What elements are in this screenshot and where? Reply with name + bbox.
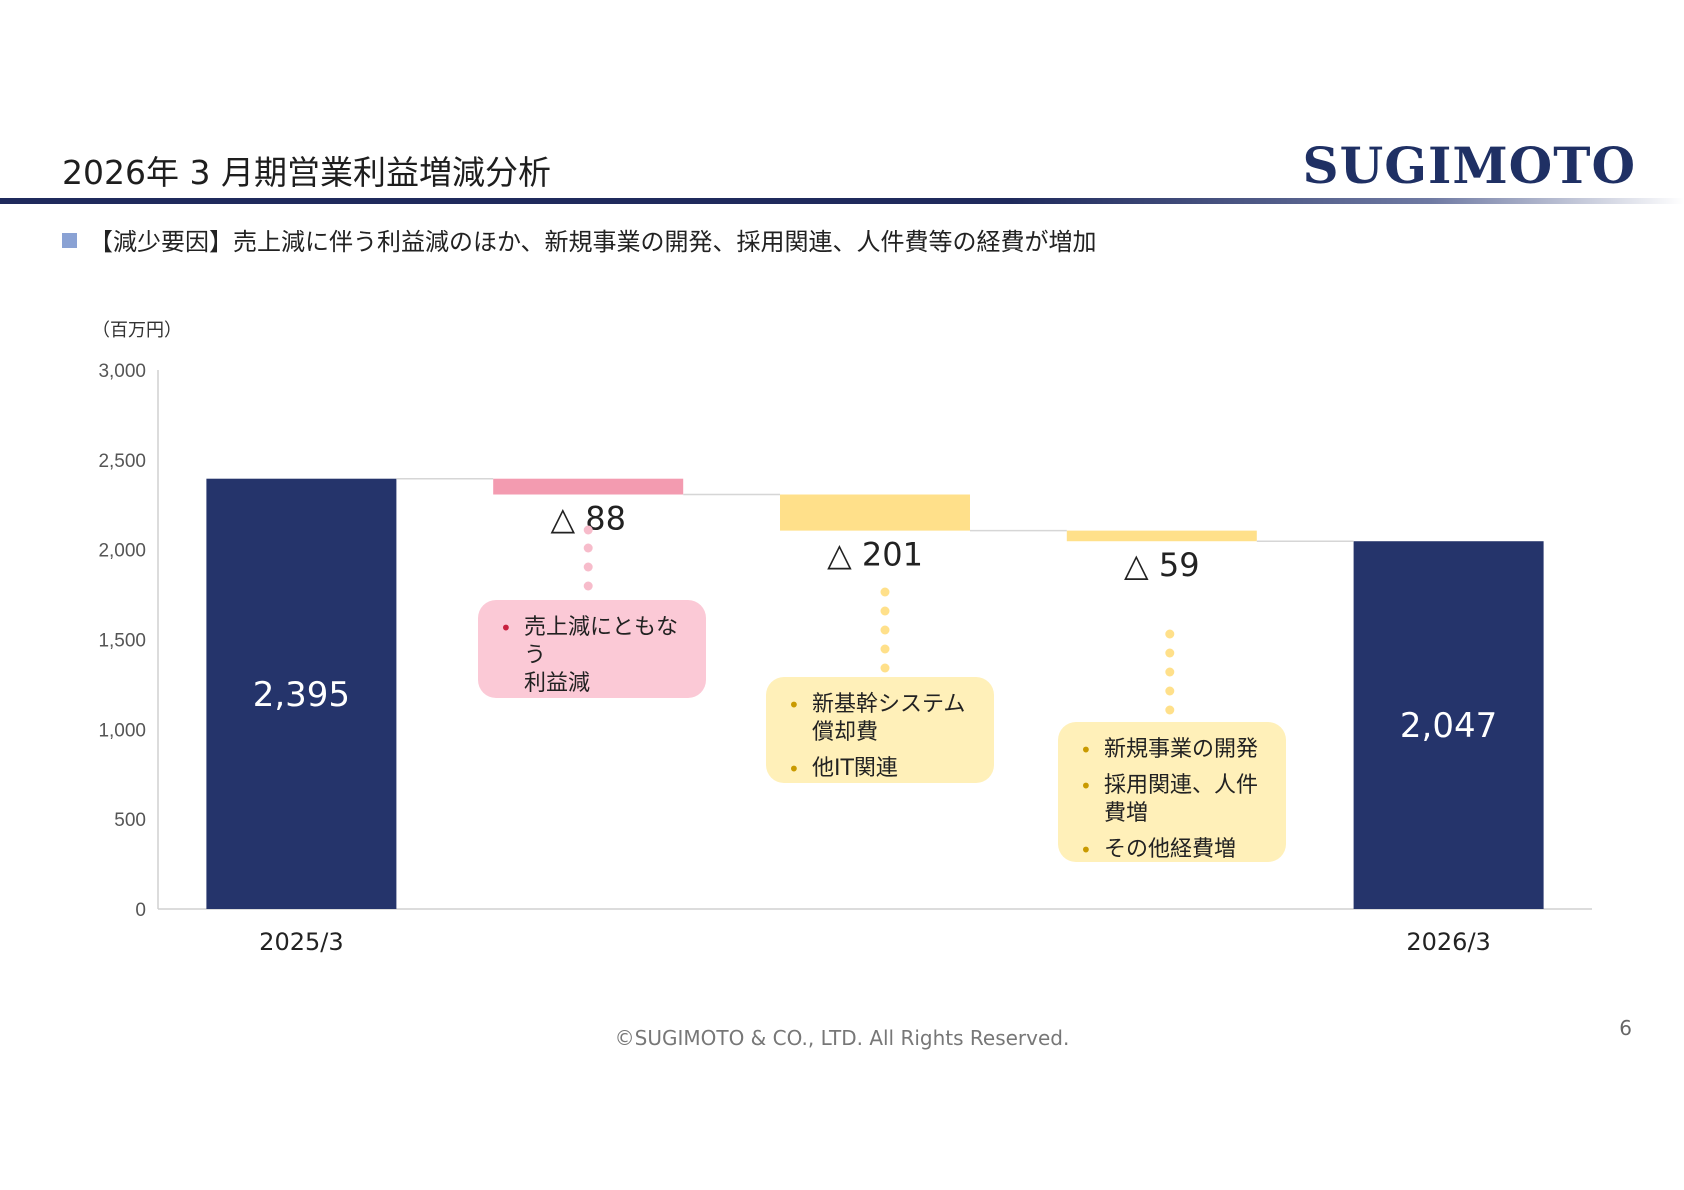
- waterfall-bar: [1066, 530, 1257, 542]
- callout-sales-decrease: 売上減にともなう 利益減: [478, 600, 706, 698]
- y-tick-label: 2,000: [98, 541, 146, 562]
- leader-dot: [880, 663, 890, 673]
- leader-dot: [1165, 667, 1175, 677]
- company-logo: SUGIMOTO: [1302, 136, 1636, 195]
- leader-dot: [583, 581, 593, 591]
- leader-dot: [583, 543, 593, 553]
- y-tick-label: 1,500: [98, 631, 146, 652]
- y-tick-label: 2,500: [98, 451, 146, 472]
- waterfall-bar: [493, 478, 684, 495]
- callout-item: 売上減にともなう 利益減: [498, 614, 688, 698]
- callout-item: 新基幹システム 償却費: [786, 691, 976, 747]
- y-tick-label: 3,000: [98, 361, 146, 382]
- total-data-label: 2,395: [253, 675, 350, 715]
- leader-dot: [880, 625, 890, 635]
- leader-dot: [1165, 686, 1175, 696]
- square-bullet-icon: [62, 233, 77, 248]
- unit-label: （百万円）: [92, 320, 182, 341]
- callout-item: 他IT関連: [786, 755, 976, 783]
- leader-dot: [880, 644, 890, 654]
- header-rule: [0, 198, 1684, 204]
- leader-dot: [583, 562, 593, 572]
- x-tick-label: 2026/3: [1406, 928, 1490, 956]
- waterfall-bar: [1353, 541, 1544, 909]
- page-title: 2026年 3 月期営業利益増減分析: [62, 153, 551, 192]
- leader-dot: [880, 587, 890, 597]
- y-tick-label: 500: [114, 810, 146, 831]
- x-tick-label: 2025/3: [259, 928, 343, 956]
- leader-dot: [583, 525, 593, 535]
- callout-item: 新規事業の開発: [1078, 736, 1268, 764]
- total-data-label: 2,047: [1400, 706, 1497, 746]
- summary-bullet: 【減少要因】売上減に伴う利益減のほか、新規事業の開発、採用関連、人件費等の経費が…: [62, 222, 1097, 257]
- callout-it-costs: 新基幹システム 償却費 他IT関連: [766, 677, 994, 783]
- leader-dot: [1165, 705, 1175, 715]
- waterfall-bar: [780, 494, 970, 531]
- summary-text: 【減少要因】売上減に伴う利益減のほか、新規事業の開発、採用関連、人件費等の経費が…: [89, 228, 1097, 256]
- y-tick-label: 0: [135, 900, 146, 921]
- callout-other-costs: 新規事業の開発 採用関連、人件 費増 その他経費増: [1058, 722, 1286, 864]
- leader-dot: [1165, 648, 1175, 658]
- page-number: 6: [1619, 1016, 1632, 1040]
- y-tick-label: 1,000: [98, 720, 146, 741]
- callout-item: その他経費増: [1078, 836, 1268, 864]
- decrease-data-label: △ 201: [827, 536, 923, 574]
- leader-dot: [1165, 629, 1175, 639]
- decrease-data-label: △ 59: [1124, 546, 1200, 584]
- waterfall-bar: [206, 478, 397, 909]
- leader-dot: [880, 606, 890, 616]
- callout-item: 採用関連、人件 費増: [1078, 772, 1268, 828]
- copyright-footer: ©SUGIMOTO & CO., LTD. All Rights Reserve…: [614, 1026, 1070, 1050]
